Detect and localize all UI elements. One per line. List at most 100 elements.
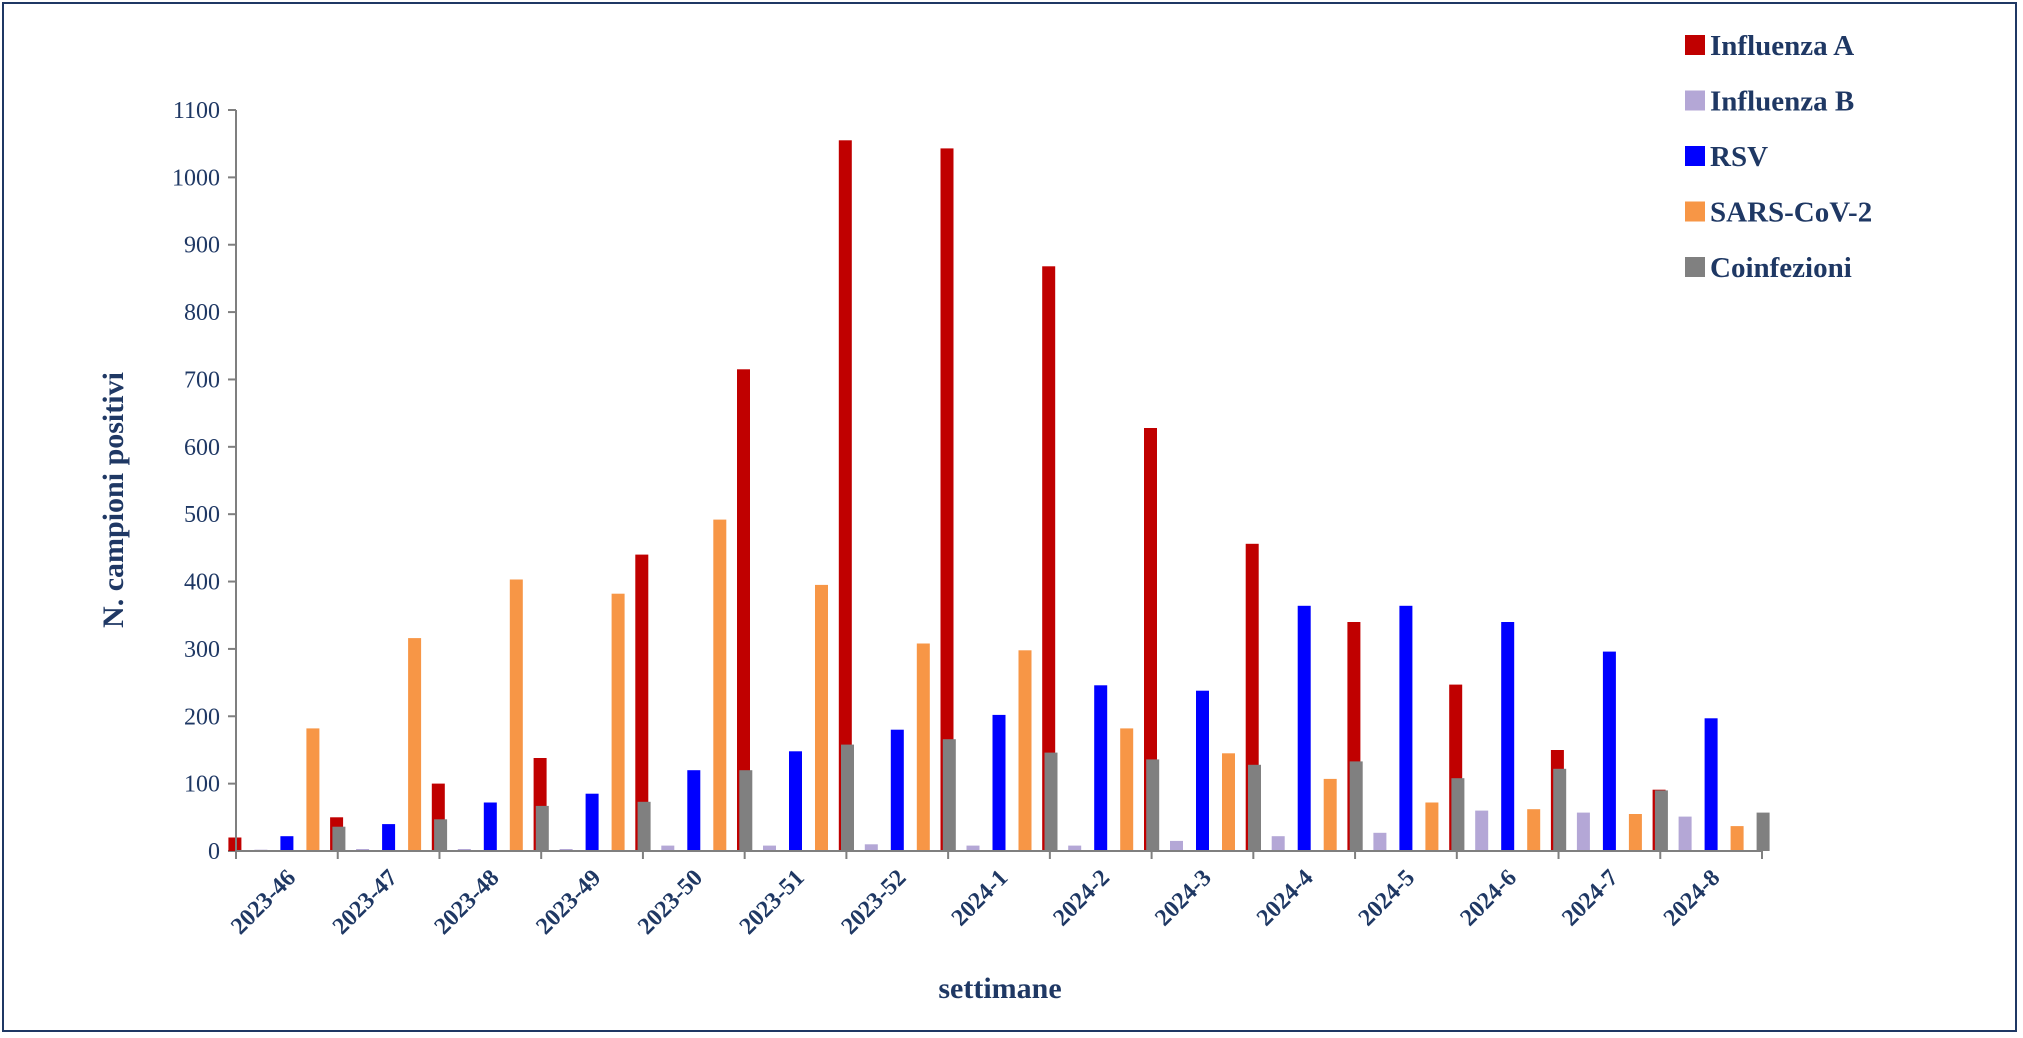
bar-sars-cov-2-2024-8 [1730,826,1744,851]
y-tick-label: 800 [184,300,220,326]
x-tick-label: 2023-48 [430,865,505,940]
bar-coinfezioni-2024-1 [1044,752,1058,851]
x-tick-label: 2023-51 [735,865,810,940]
bar-rsv-2023-50 [687,770,701,851]
bar-coinfezioni-2024-2 [1146,759,1160,851]
y-tick-label: 900 [184,233,220,259]
bar-sars-cov-2-2024-5 [1425,802,1439,851]
bar-influenza-a-2023-50 [635,554,649,851]
bar-influenza-b-2024-2 [1068,845,1082,851]
y-tick-label: 1000 [172,165,220,191]
y-axis-title: N. campioni positivi [97,372,130,628]
y-tick-label: 300 [184,637,220,663]
legend-label: SARS-CoV-2 [1710,197,1872,229]
legend-swatch [1685,146,1705,166]
x-tick-label: 2024-8 [1659,865,1725,931]
bar-influenza-b-2024-3 [1170,840,1183,851]
bar-sars-cov-2-2023-49 [611,593,625,851]
bar-rsv-2023-47 [382,824,396,851]
bar-influenza-a-2024-1 [940,148,954,851]
bar-rsv-2023-52 [890,729,904,851]
bar-influenza-b-2024-4 [1271,836,1285,851]
bar-influenza-a-2023-51 [737,369,750,851]
bar-coinfezioni-2023-48 [535,805,549,851]
x-tick-label: 2024-1 [947,865,1013,931]
bars [228,140,1770,852]
bar-coinfezioni-2023-47 [434,819,448,851]
bar-influenza-b-2024-7 [1576,812,1590,851]
axes [235,110,1763,859]
x-axis-title: settimane [938,972,1061,1005]
x-tick-label: 2024-2 [1048,865,1114,931]
bar-rsv-2024-8 [1704,718,1718,851]
bar-coinfezioni-2023-50 [739,770,753,851]
legend: Influenza A Influenza B RSV SARS-CoV-2 Coinf… [1685,30,1872,284]
bar-rsv-2023-49 [585,793,599,851]
bar-coinfezioni-2024-3 [1248,764,1261,851]
y-tick-label: 600 [184,435,220,461]
legend-swatch [1685,90,1705,111]
bar-influenza-a-2024-3 [1144,428,1157,851]
x-tick-label: 2023-47 [328,865,403,940]
bar-rsv-2023-51 [789,751,802,851]
legend-label: Coinfezioni [1710,252,1852,284]
legend-label: RSV [1710,141,1768,173]
bar-influenza-b-2023-51 [763,845,776,851]
bar-rsv-2023-46 [280,836,294,851]
legend-label: Influenza B [1710,86,1854,118]
bar-sars-cov-2-2024-7 [1628,814,1642,851]
bar-sars-cov-2-2024-6 [1527,809,1541,851]
bar-sars-cov-2-2023-47 [408,638,422,851]
legend-swatch [1685,35,1705,55]
bar-coinfezioni-2024-4 [1349,761,1363,851]
bar-influenza-a-2023-52 [838,140,852,852]
bar-rsv-2024-1 [992,714,1006,851]
bar-rsv-2024-7 [1602,651,1616,851]
y-tick-label: 0 [208,839,220,865]
bar-coinfezioni-2024-6 [1553,768,1567,851]
legend-label: Influenza A [1710,30,1854,62]
x-tick-label: 2024-6 [1455,865,1521,931]
y-tick-label: 200 [184,704,220,730]
y-axis-ticks: 0 100 200 300 400 500 600 700 800 900 1000 1100 [172,98,236,865]
bar-influenza-b-2024-1 [966,845,980,851]
bar-sars-cov-2-2023-48 [509,579,523,851]
x-tick-label: 2023-52 [837,865,912,940]
bar-coinfezioni-2023-51 [841,744,854,851]
bar-influenza-b-2023-50 [661,845,675,851]
y-tick-label: 700 [184,367,220,393]
bar-rsv-2024-3 [1196,690,1209,851]
bar-sars-cov-2-2024-2 [1120,728,1134,851]
x-tick-label: 2023-46 [226,865,301,940]
x-axis-ticks: 2023-46 2023-47 2023-48 2023-49 2023-50 2023-… [226,865,1725,940]
bar-influenza-a-2024-2 [1042,266,1056,851]
x-tick-label: 2024-4 [1252,865,1318,931]
bar-coinfezioni-2023-52 [942,739,956,851]
bar-sars-cov-2-2023-51 [815,584,828,851]
bar-sars-cov-2-2024-1 [1018,650,1032,851]
bar-rsv-2024-5 [1399,605,1413,851]
bar-rsv-2024-4 [1297,605,1311,851]
x-tick-label: 2024-7 [1557,865,1623,931]
bar-influenza-b-2024-5 [1373,832,1387,851]
legend-swatch [1685,257,1705,277]
y-tick-label: 100 [184,772,220,798]
bar-sars-cov-2-2024-3 [1222,753,1235,851]
y-tick-label: 1100 [173,98,220,124]
bar-coinfezioni-2023-46 [332,826,346,851]
bar-influenza-b-2024-8 [1678,816,1692,851]
bar-coinfezioni-2023-49 [637,801,651,851]
bar-influenza-a-2023-46 [228,837,242,851]
bar-sars-cov-2-2023-50 [713,519,727,851]
y-tick-label: 500 [184,502,220,528]
bar-coinfezioni-2024-5 [1451,778,1465,851]
bar-coinfezioni-2024-8 [1756,812,1770,851]
bar-rsv-2023-48 [483,802,497,851]
bar-sars-cov-2-2023-46 [306,728,320,851]
bar-rsv-2024-2 [1094,685,1108,851]
x-tick-label: 2024-3 [1150,865,1216,931]
bar-sars-cov-2-2023-52 [916,643,930,851]
bar-rsv-2024-6 [1501,622,1515,851]
